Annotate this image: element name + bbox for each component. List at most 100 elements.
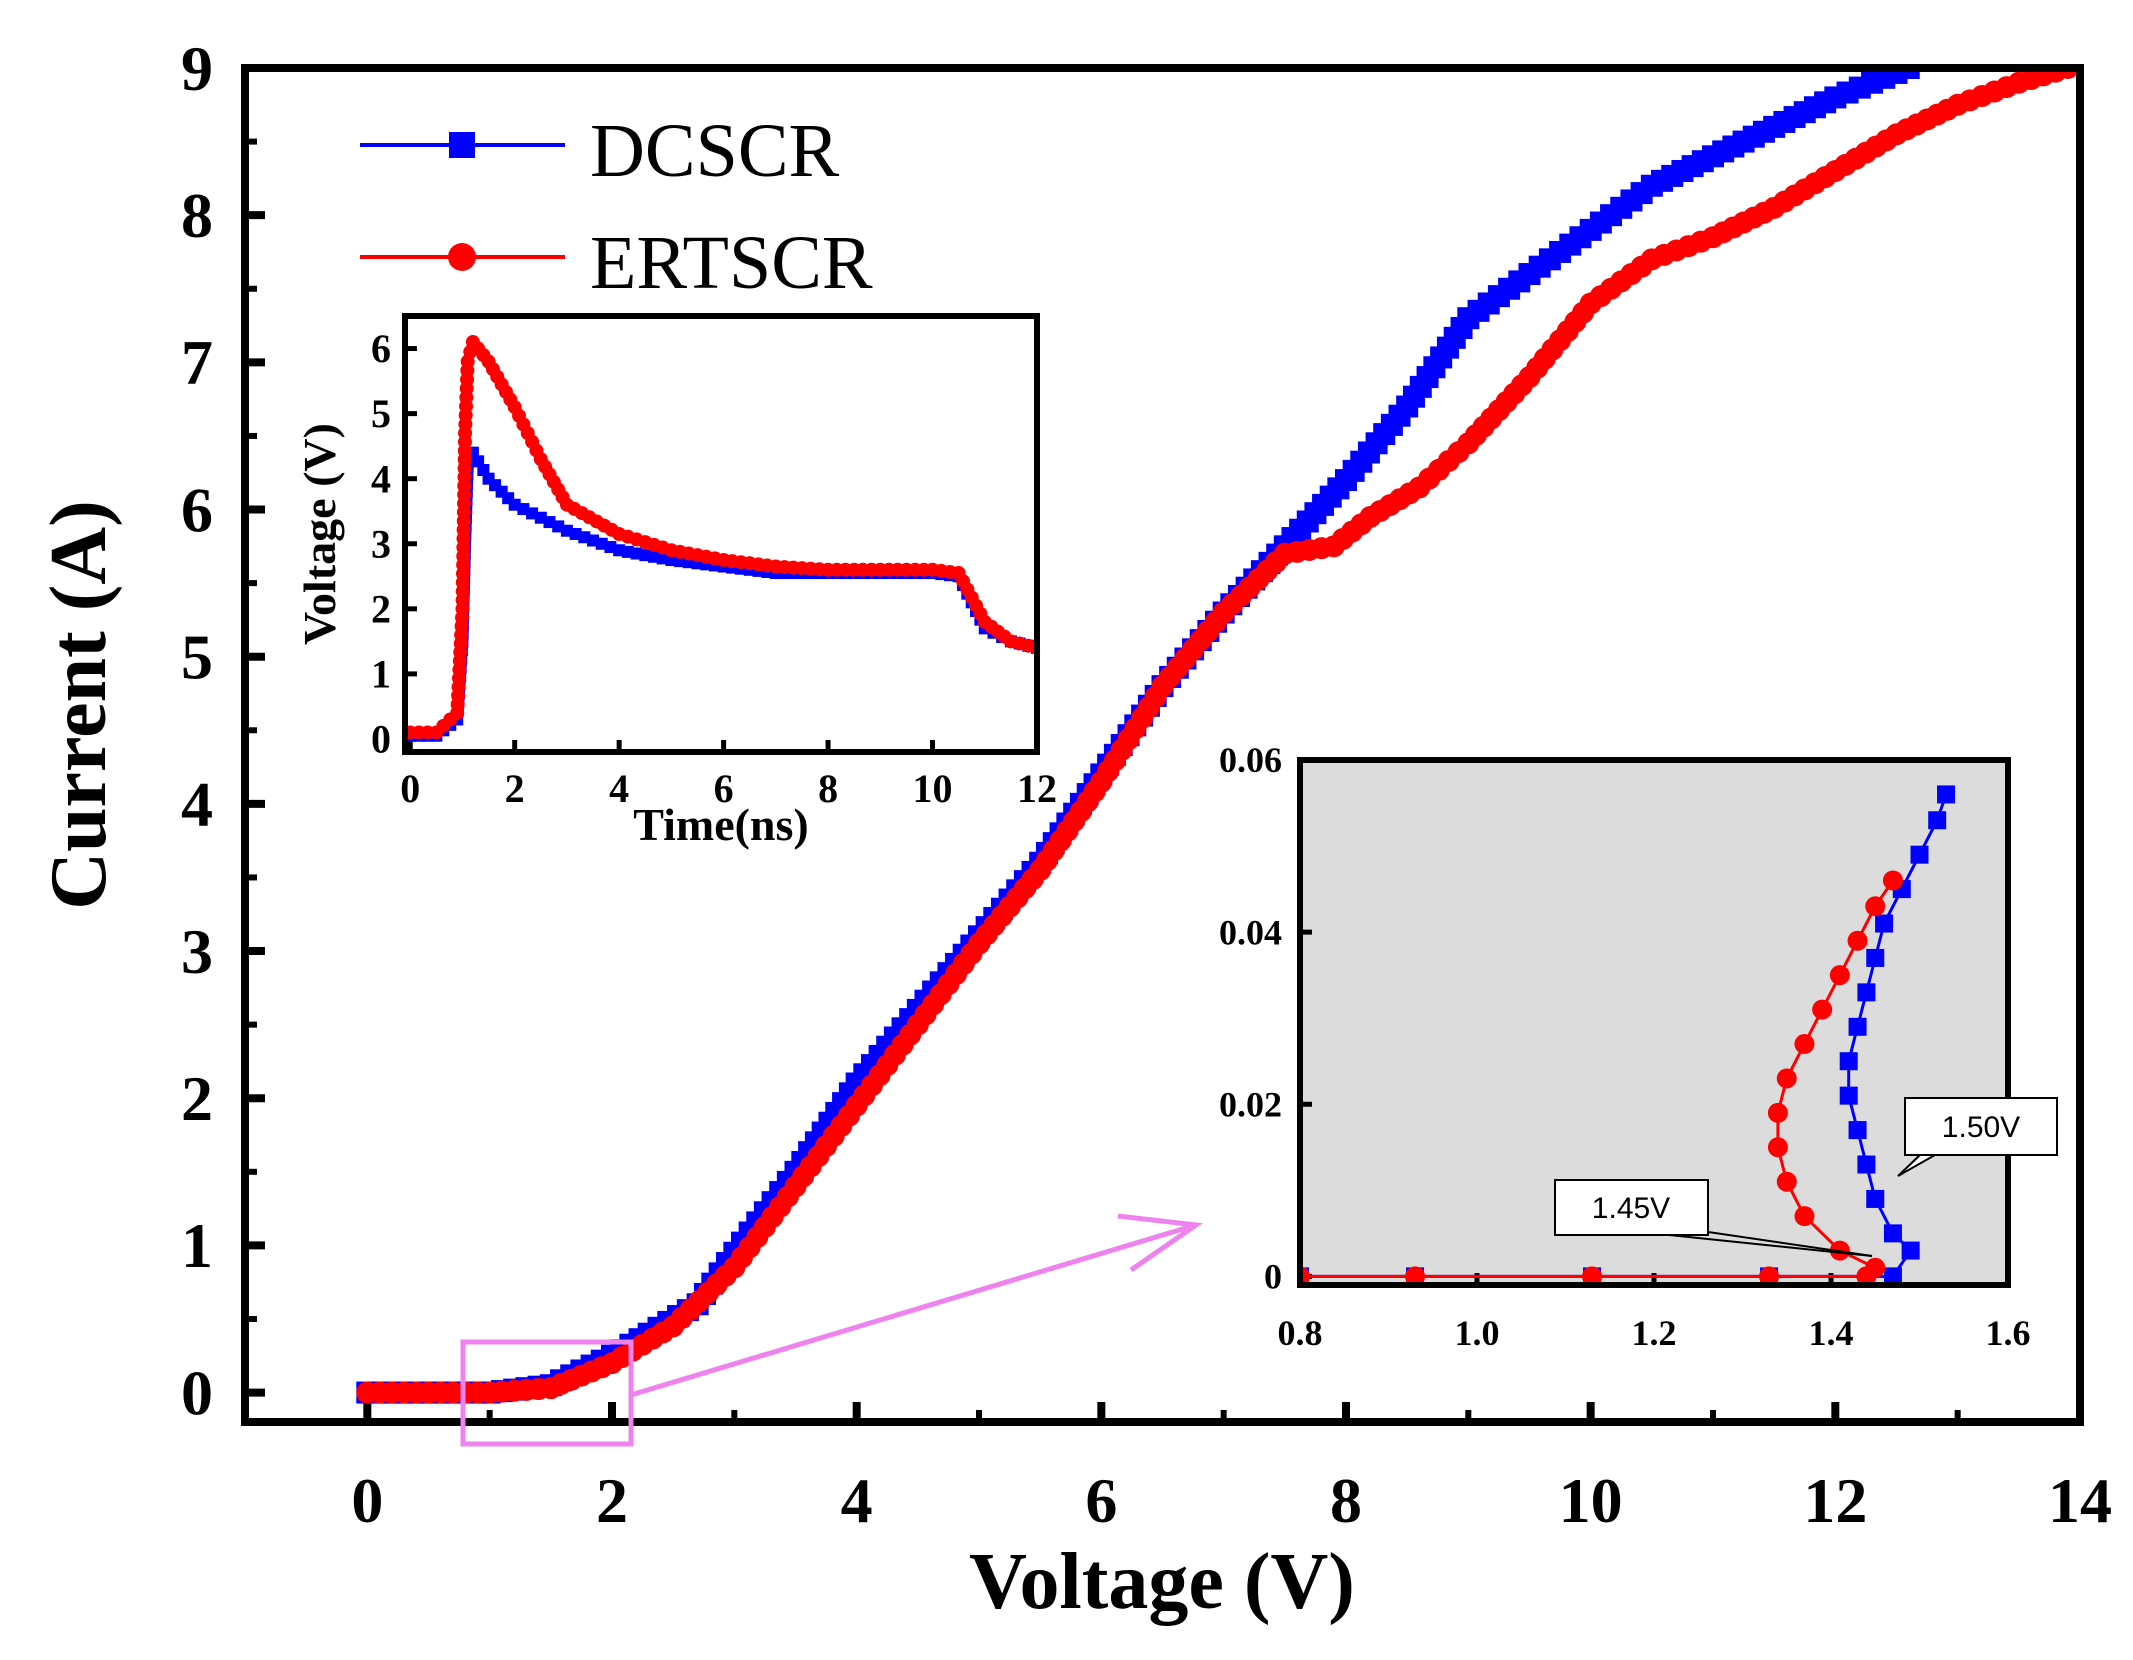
zoom-series-layer [1300,785,1956,1285]
data-point-ertscr [1767,1102,1788,1123]
data-point-dcscr [1875,914,1894,933]
x-tick-label: 1.6 [1986,1313,2031,1353]
x-tick-label: 8 [1330,1465,1362,1536]
legend-ertscr-label: ERTSCR [590,221,873,305]
x-tick-label: 1.2 [1632,1313,1677,1353]
zoom-arrow-shaft [630,1222,1197,1398]
y-tick-label: 4 [371,456,391,501]
y-tick-label: 0.02 [1219,1085,1282,1125]
callout-ertscr-box [1554,1179,1709,1236]
x-tick-label: 0 [351,1465,383,1536]
x-tick-label: 12 [1017,766,1057,811]
y-tick-label: 7 [181,327,213,398]
x-tick-label: 2 [596,1465,628,1536]
data-point-ertscr [1794,1206,1815,1227]
y-tick-label: 2 [371,586,391,631]
data-point-ertscr [1582,1266,1603,1285]
data-point-ertscr [1865,1257,1886,1278]
inset-transient-y-label: Voltage (V) [294,423,345,645]
data-point-ertscr [1865,896,1886,917]
callout-ertscr: 1.45V [1554,1179,1873,1257]
data-point-dcscr [1857,983,1876,1002]
inset-transient-frame [402,313,1040,755]
y-tick-label: 6 [181,474,213,545]
legend-ertscr-marker [448,243,476,271]
data-point-dcscr [1839,1086,1858,1105]
x-tick-label: 0 [400,766,420,811]
y-tick-label: 5 [181,621,213,692]
inset-zoom-plot: 0.8 1.0 1.2 1.4 1.6 0 0.02 0.04 0.06 1.45V 1.50V [1219,740,2058,1353]
data-point-ertscr [1812,999,1833,1020]
y-tick-label: 5 [371,391,391,436]
data-point-dcscr [1848,1121,1867,1140]
callout-dcscr-pointer [1897,1154,1936,1177]
data-point-dcscr [1910,845,1929,864]
callout-dcscr-box [1904,1097,2058,1156]
data-point-dcscr [1839,1052,1858,1071]
callout-dcscr: 1.50V [1897,1097,2058,1177]
data-point-dcscr [1901,1241,1920,1260]
y-tick-label: 0 [371,717,391,762]
data-point-ertscr [1882,870,1903,891]
zoom-ticks-layer: 0.8 1.0 1.2 1.4 1.6 0 0.02 0.04 0.06 [1219,740,2031,1353]
y-tick-label: 0 [1264,1257,1282,1297]
data-point-ertscr [1405,1266,1426,1285]
inset_zoom-series-group [1300,785,1956,1285]
y-tick-label: 1 [181,1210,213,1281]
x-tick-label: 1.4 [1809,1313,1854,1353]
data-point-dcscr [508,498,521,511]
x-tick-label: 1.0 [1455,1313,1500,1353]
zoom-indicator [460,1213,1203,1447]
y-tick-label: 8 [181,180,213,251]
data-point-dcscr [1883,1267,1902,1285]
data-point-dcscr [1937,785,1956,804]
x-tick-label: 6 [1085,1465,1117,1536]
y-tick-label: 6 [371,326,391,371]
data-point-dcscr [1866,1189,1885,1208]
x-tick-label: 2 [505,766,525,811]
inset-zoom-frame [1297,757,2011,1288]
zoom-arrow-head [1117,1213,1203,1273]
data-point-dcscr [1866,948,1885,967]
y-axis-label: Current (A) [35,500,123,910]
legend-dcscr-marker [449,132,475,158]
callout-dcscr-text: 1.50V [1942,1111,2020,1144]
data-point-dcscr [1848,1017,1867,1036]
x-tick-label: 4 [609,766,629,811]
data-point-dcscr [1897,68,1920,79]
x-tick-label: 8 [818,766,838,811]
x-tick-label: 6 [714,766,734,811]
y-tick-label: 0.04 [1219,912,1282,952]
callout-ertscr-text: 1.45V [1592,1192,1670,1225]
data-point-ertscr [1829,965,1850,986]
x-tick-label: 12 [1803,1465,1867,1536]
legend-dcscr-label: DCSCR [590,109,840,193]
main-plot-frame [241,64,2084,1426]
y-tick-label: 9 [181,33,213,104]
data-point-ertscr [1759,1266,1780,1285]
legend: DCSCR ERTSCR [360,109,873,305]
data-point-dcscr [534,511,547,524]
x-tick-label: 10 [913,766,953,811]
x-tick-label: 4 [841,1465,873,1536]
y-tick-label: 0 [181,1357,213,1428]
y-tick-label: 1 [371,652,391,697]
data-point-ertscr [1767,1137,1788,1158]
y-tick-label: 0.06 [1219,740,1282,780]
data-point-ertscr [1794,1034,1815,1055]
main-series-layer [356,68,2079,1404]
x-tick-label: 0.8 [1278,1313,1323,1353]
data-point-ertscr [1776,1171,1797,1192]
y-tick-label: 3 [371,521,391,566]
inset-transient-x-label: Time(ns) [633,799,809,850]
data-point-dcscr [1883,1224,1902,1243]
data-point-dcscr [517,503,530,516]
x-tick-label: 14 [2048,1465,2112,1536]
x-axis-label: Voltage (V) [969,1538,1355,1626]
y-tick-label: 2 [181,1063,213,1134]
